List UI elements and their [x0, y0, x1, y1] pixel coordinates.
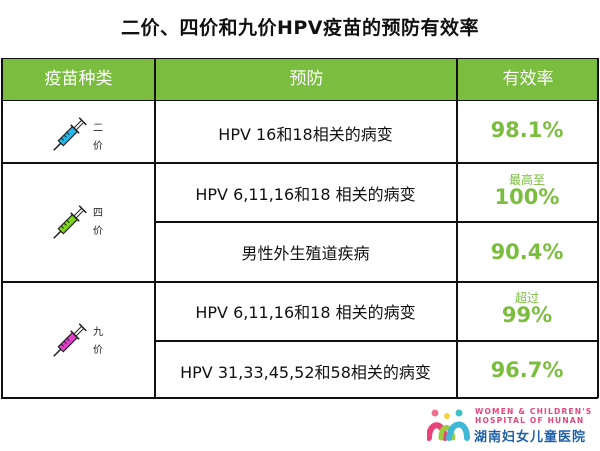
- table-border-left: [1, 58, 3, 398]
- table-header: 疫苗种类 预防 有效率: [1, 58, 598, 101]
- vaccine-label-nonavalent: 九 价: [93, 327, 103, 356]
- table-border-bottom: [1, 397, 598, 399]
- row-divider: [1, 281, 598, 283]
- logo-chinese-name: 湖南妇女儿童医院: [474, 430, 587, 445]
- header-prevention: 预防: [289, 69, 324, 89]
- row-divider: [1, 162, 598, 164]
- column-divider: [456, 58, 458, 398]
- syringe-blue-icon: [53, 117, 87, 151]
- logo-english-line1: WOMEN & CHILDREN'S: [475, 407, 593, 416]
- header-efficacy: 有效率: [502, 69, 554, 89]
- row-divider: [154, 221, 598, 223]
- syringe-magenta-icon: [53, 323, 87, 357]
- efficacy-rate: 100%: [494, 185, 560, 209]
- prevention-cell: HPV 6,11,16和18 相关的病变: [195, 185, 416, 204]
- prevention-cell: 男性外生殖道疾病: [241, 244, 370, 263]
- efficacy-rate: 96.7%: [490, 358, 564, 382]
- hospital-logo: WOMEN & CHILDREN'S HOSPITAL OF HUNAN 湖南妇…: [427, 405, 597, 445]
- efficacy-note: 最高至: [508, 173, 545, 187]
- efficacy-note: 超过: [514, 291, 539, 305]
- prevention-cell: HPV 31,33,45,52和58相关的病变: [180, 363, 431, 382]
- hospital-logo-icon: [427, 409, 470, 441]
- efficacy-rate: 99%: [501, 303, 553, 327]
- page-title: 二价、四价和九价HPV疫苗的预防有效率: [120, 17, 480, 39]
- vaccine-label-bivalent: 二 价: [93, 123, 103, 152]
- logo-english-line2: HOSPITAL OF HUNAN: [475, 416, 585, 425]
- prevention-cell: HPV 6,11,16和18 相关的病变: [195, 303, 416, 322]
- syringe-green-icon: [53, 205, 87, 239]
- prevention-cell: HPV 16和18相关的病变: [218, 125, 393, 144]
- row-divider: [154, 340, 598, 342]
- vaccine-label-quadrivalent: 四 价: [93, 208, 103, 237]
- table-border-right: [597, 58, 599, 398]
- efficacy-rate: 90.4%: [490, 240, 564, 264]
- column-divider: [154, 58, 156, 398]
- efficacy-rate: 98.1%: [490, 118, 564, 142]
- header-vaccine-type: 疫苗种类: [44, 69, 113, 89]
- efficacy-table: 疫苗种类 预防 有效率 二 价 HPV 16和18相关的病变 98.1%: [1, 58, 599, 399]
